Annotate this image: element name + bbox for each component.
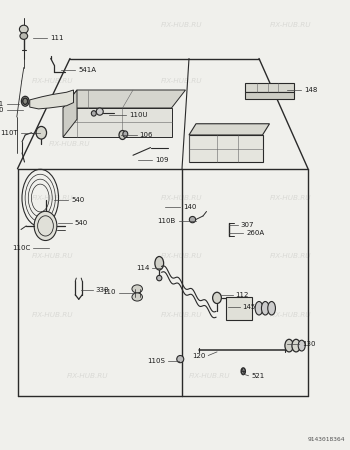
- Text: FIX-HUB.RU: FIX-HUB.RU: [189, 373, 231, 379]
- Text: 521: 521: [251, 373, 265, 379]
- Ellipse shape: [132, 293, 142, 301]
- Polygon shape: [63, 90, 186, 108]
- Ellipse shape: [298, 340, 305, 351]
- Text: 140: 140: [183, 204, 196, 210]
- Text: FIX-HUB.RU: FIX-HUB.RU: [49, 141, 91, 147]
- Ellipse shape: [285, 339, 293, 352]
- Polygon shape: [63, 108, 172, 137]
- Text: 541: 541: [0, 100, 4, 107]
- Text: 111: 111: [50, 35, 64, 41]
- Text: FIX-HUB.RU: FIX-HUB.RU: [161, 253, 203, 260]
- Ellipse shape: [19, 25, 28, 33]
- Ellipse shape: [21, 96, 29, 106]
- Text: FIX-HUB.RU: FIX-HUB.RU: [189, 141, 231, 147]
- Text: 112: 112: [236, 292, 249, 298]
- Text: 145: 145: [243, 304, 256, 310]
- Text: FIX-HUB.RU: FIX-HUB.RU: [32, 78, 73, 84]
- Text: 110: 110: [103, 289, 116, 296]
- Text: FIX-HUB.RU: FIX-HUB.RU: [67, 373, 108, 379]
- Text: 130: 130: [302, 341, 316, 347]
- Ellipse shape: [20, 33, 28, 40]
- Ellipse shape: [34, 212, 57, 240]
- Ellipse shape: [96, 108, 103, 115]
- Ellipse shape: [177, 356, 184, 363]
- Text: 540: 540: [75, 220, 88, 226]
- Text: FIX-HUB.RU: FIX-HUB.RU: [161, 22, 203, 28]
- Text: FIX-HUB.RU: FIX-HUB.RU: [161, 78, 203, 84]
- Ellipse shape: [213, 292, 221, 303]
- Text: FIX-HUB.RU: FIX-HUB.RU: [270, 312, 311, 318]
- Text: 148: 148: [304, 87, 317, 93]
- Ellipse shape: [292, 339, 300, 352]
- Ellipse shape: [36, 126, 47, 139]
- Text: FIX-HUB.RU: FIX-HUB.RU: [32, 253, 73, 260]
- Text: 130: 130: [0, 107, 4, 113]
- Text: FIX-HUB.RU: FIX-HUB.RU: [161, 195, 203, 201]
- Ellipse shape: [189, 216, 196, 223]
- Ellipse shape: [261, 302, 269, 315]
- Text: 110U: 110U: [129, 112, 147, 118]
- Polygon shape: [189, 135, 262, 162]
- Ellipse shape: [119, 130, 126, 140]
- Ellipse shape: [157, 275, 162, 281]
- Text: 541A: 541A: [78, 67, 96, 73]
- Text: 110T: 110T: [0, 130, 18, 136]
- Ellipse shape: [255, 302, 263, 315]
- Text: FIX-HUB.RU: FIX-HUB.RU: [270, 195, 311, 201]
- Ellipse shape: [91, 111, 96, 116]
- Text: FIX-HUB.RU: FIX-HUB.RU: [270, 22, 311, 28]
- Text: 114: 114: [136, 265, 149, 271]
- Text: 109: 109: [155, 157, 169, 163]
- Text: 110S: 110S: [147, 358, 165, 364]
- Text: 106: 106: [139, 132, 153, 138]
- Text: 110C: 110C: [12, 245, 30, 252]
- Ellipse shape: [123, 131, 128, 137]
- Ellipse shape: [155, 256, 164, 270]
- Text: FIX-HUB.RU: FIX-HUB.RU: [270, 253, 311, 260]
- Text: 9143018364: 9143018364: [307, 437, 345, 442]
- Text: 540: 540: [71, 197, 84, 203]
- Polygon shape: [63, 90, 77, 137]
- Text: FIX-HUB.RU: FIX-HUB.RU: [32, 312, 73, 318]
- Text: FIX-HUB.RU: FIX-HUB.RU: [161, 312, 203, 318]
- Text: 110B: 110B: [158, 218, 176, 225]
- Text: 120: 120: [192, 352, 205, 359]
- Ellipse shape: [241, 368, 245, 374]
- Text: 260A: 260A: [246, 230, 264, 236]
- Polygon shape: [245, 92, 294, 99]
- Polygon shape: [245, 83, 294, 92]
- Polygon shape: [189, 124, 270, 135]
- Ellipse shape: [268, 302, 275, 315]
- Text: 338: 338: [96, 287, 109, 293]
- Polygon shape: [30, 90, 74, 109]
- Ellipse shape: [132, 285, 142, 293]
- Text: 307: 307: [241, 222, 254, 228]
- Ellipse shape: [23, 98, 28, 104]
- Polygon shape: [226, 297, 252, 320]
- Text: FIX-HUB.RU: FIX-HUB.RU: [32, 195, 73, 201]
